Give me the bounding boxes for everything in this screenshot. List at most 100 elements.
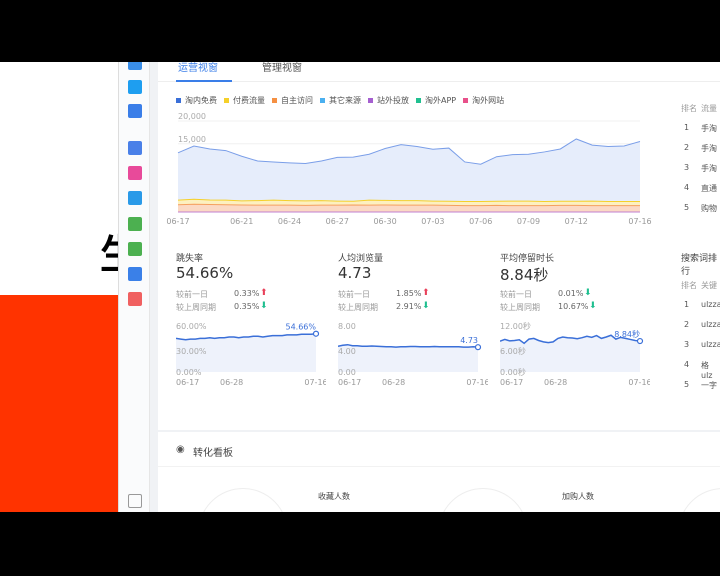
arrow-up-icon: ⬆	[260, 288, 268, 298]
series-line	[177, 203, 640, 207]
conversion-panel: ◉ 转化看板 收藏人数 加购人数	[158, 432, 720, 512]
sparkline-line	[338, 343, 479, 348]
kpi-label: 人均浏览量	[338, 254, 384, 264]
x-tick-label: 07-06	[469, 217, 492, 225]
legend-item[interactable]: 自主访问	[272, 95, 313, 106]
ranking-index: 5	[684, 380, 690, 389]
legend-label: 其它来源	[329, 96, 361, 105]
sparkline-line	[176, 332, 317, 341]
legend-swatch	[272, 98, 277, 103]
x-tick-label: 06-17	[500, 378, 523, 387]
tab-management[interactable]: 管理视窗	[262, 63, 302, 74]
last-value-label: 4.73	[460, 336, 478, 345]
compass-icon[interactable]	[128, 191, 142, 205]
kpi-sparkline: 54.66% 60.00% 30.00% 0.00%06-17 06-28 07-16	[176, 322, 326, 387]
ranking-index: 2	[684, 320, 690, 329]
box-icon[interactable]	[128, 267, 142, 281]
compare-label: 较上周同期	[176, 303, 216, 312]
ranking-index: 3	[684, 163, 690, 172]
ranking-index: 3	[684, 340, 690, 349]
sparkline-line	[500, 334, 641, 345]
column-header: 关键	[701, 281, 717, 290]
funnel-circle	[678, 488, 720, 512]
calendar-icon[interactable]	[128, 242, 142, 256]
sparkline-area	[338, 344, 478, 372]
legend-item[interactable]: 淘外网站	[463, 95, 504, 106]
target-icon: ◉	[176, 444, 185, 455]
y-tick-label: 0.00	[338, 368, 356, 377]
legend-swatch	[224, 98, 229, 103]
y-tick-label: 8.00	[338, 322, 356, 331]
legend-item[interactable]: 付费流量	[224, 95, 265, 106]
legend-label: 付费流量	[233, 96, 265, 105]
column-header: 排名	[681, 104, 697, 113]
sparkline-area	[500, 335, 640, 372]
e-icon[interactable]	[128, 166, 142, 180]
x-tick-label: 06-28	[220, 378, 243, 387]
favorites-count-label: 收藏人数	[318, 492, 350, 501]
compare-value: 1.85%	[396, 289, 422, 298]
kpi-value: 4.73	[338, 264, 372, 282]
tab-operations[interactable]: 运营视窗	[178, 63, 218, 74]
y-tick-label: 30.00%	[176, 347, 207, 356]
sparkline-area	[176, 333, 316, 372]
x-tick-label: 07-16	[304, 378, 326, 387]
compare-label: 较上周同期	[500, 303, 540, 312]
ranking-name: 直通	[701, 184, 717, 193]
kpi-value: 8.84秒	[500, 266, 549, 284]
compare-value: 2.91%	[396, 302, 422, 311]
series-line	[177, 138, 641, 165]
x-tick-label: 06-28	[544, 378, 567, 387]
shopping-bag-icon[interactable]	[128, 80, 142, 94]
news-icon[interactable]	[128, 104, 142, 118]
ranking-name: ulzza	[701, 340, 720, 349]
x-tick-label: 06-30	[373, 217, 396, 225]
app-icon[interactable]	[128, 62, 142, 70]
last-value-label: 8.84秒	[614, 329, 640, 339]
legend-item[interactable]: 站外投放	[368, 95, 409, 106]
screen: 生 运营视窗 管理视窗 淘内免费 付费流量 自主访问 其它来源 站外投放 淘外APP 淘外网…	[0, 62, 720, 512]
ranking-index: 2	[684, 143, 690, 152]
arrow-up-icon: ⬆	[422, 288, 430, 298]
legend-label: 淘内免费	[185, 96, 217, 105]
x-tick-label: 07-16	[628, 217, 651, 225]
ranking-index: 1	[684, 300, 690, 309]
y-tick-label: 15,000	[178, 135, 206, 144]
leaf-icon[interactable]	[128, 141, 142, 155]
x-tick-label: 06-24	[278, 217, 301, 225]
legend-item[interactable]: 淘外APP	[416, 95, 456, 106]
traffic-panel: 运营视窗 管理视窗 淘内免费 付费流量 自主访问 其它来源 站外投放 淘外APP 淘外网站 …	[158, 62, 720, 430]
kpi-label: 平均停留时长	[500, 254, 555, 264]
compare-value: 0.33%	[234, 289, 260, 298]
ranking-name: 格ulz	[701, 361, 713, 380]
active-tab-indicator	[176, 80, 232, 82]
y-tick-label: 12.00秒	[500, 322, 531, 331]
area-淘内免费	[178, 138, 640, 202]
compare-value: 10.67%	[558, 302, 589, 311]
area-自主访问	[178, 204, 640, 212]
background-window: 生	[0, 62, 140, 512]
legend-label: 站外投放	[377, 96, 409, 105]
legend-item[interactable]: 淘内免费	[176, 95, 217, 106]
funnel-circle	[438, 488, 528, 512]
x-tick-label: 06-17	[338, 378, 361, 387]
compare-value: 0.35%	[234, 302, 260, 311]
ranking-index: 1	[684, 123, 690, 132]
sidebar	[118, 62, 150, 512]
arrow-down-icon: ⬇	[260, 301, 268, 311]
arrow-down-icon: ⬇	[589, 301, 597, 311]
grid-icon[interactable]	[128, 494, 142, 508]
y-tick-label: 6.00秒	[500, 346, 526, 356]
lock-icon[interactable]	[128, 217, 142, 231]
x-tick-label: 06-17	[176, 378, 199, 387]
ranking-name: ulzza	[701, 300, 720, 309]
last-value-label: 54.66%	[285, 323, 316, 332]
y-tick-label: 4.00	[338, 347, 356, 356]
legend-item[interactable]: 其它来源	[320, 95, 361, 106]
y-tick-label: 20,000	[178, 112, 206, 121]
y-tick-label: 0.00秒	[500, 367, 526, 377]
badge-icon[interactable]	[128, 292, 142, 306]
ranking-name: 手淘	[701, 124, 717, 133]
